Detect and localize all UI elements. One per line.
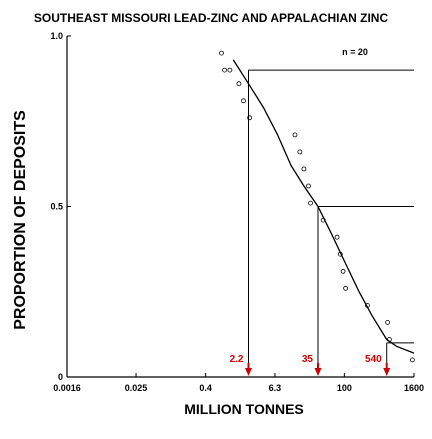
y-tick-label: 1.0 [50,31,63,41]
observed-point [227,67,233,73]
percentile-label: 540 [365,354,382,365]
x-tick-label: 0.0016 [53,383,81,393]
x-tick-label: 0.4 [199,383,212,393]
percentile-label: 2.2 [230,354,244,365]
observed-point [308,200,313,206]
y-tick-label: 0 [58,372,63,382]
observed-point [343,285,349,291]
observed-point [334,234,340,240]
observed-point [386,337,392,342]
observed-point [306,183,311,189]
plot-area: 0 0.5 1.0 0.0016 0.025 0.4 6.3 100 1600 2.2 35 540 n… [50,31,424,393]
observed-point [222,67,228,73]
sample-size-annotation: n = 20 [342,47,368,57]
percentile-arrow-head [383,368,391,376]
percentile-arrow-head [314,368,322,376]
x-tick-label: 0.025 [125,383,148,393]
observed-point [337,251,343,257]
observed-point [236,81,242,87]
y-axis-title: PROPORTION OF DEPOSITS [12,110,29,330]
observed-point [301,166,307,172]
observed-point [297,149,303,155]
observed-point [292,132,298,138]
x-tick-label: 100 [337,383,352,393]
observed-point [247,115,253,121]
percentile-label: 35 [302,354,314,365]
observed-point [219,50,224,56]
observed-point [320,217,326,223]
fitted-curve [232,59,415,354]
y-tick-label: 0.5 [50,202,63,212]
observed-point [241,98,246,104]
x-tick-label: 1600 [404,383,424,393]
observed-point [364,302,370,308]
observed-point [409,357,415,363]
observed-point [385,319,391,325]
chart-title: SOUTHEAST MISSOURI LEAD-ZINC AND APPALAC… [34,11,389,25]
x-axis-title: MILLION TONNES [184,401,304,417]
percentile-arrow-head [244,368,252,376]
observed-point [340,268,346,274]
x-tick-label: 6.3 [269,383,282,393]
